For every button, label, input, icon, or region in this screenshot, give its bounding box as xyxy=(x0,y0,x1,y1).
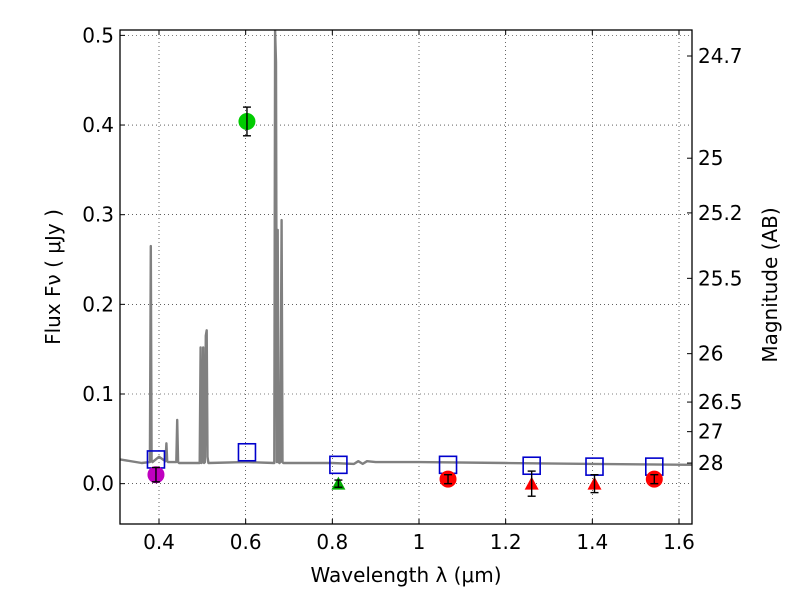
model-point xyxy=(237,442,257,462)
x-tick-label: 0.8 xyxy=(316,530,348,554)
model-point xyxy=(585,457,604,476)
mag-tick-label: 25 xyxy=(698,146,723,170)
x-tick-label: 1.4 xyxy=(576,530,608,554)
y-tick-label: 0.5 xyxy=(82,23,114,47)
y-tick-label: 0.0 xyxy=(82,472,114,496)
mag-tick-label: 25.2 xyxy=(698,201,743,225)
y2-axis-label: Magnitude (AB) xyxy=(758,207,782,362)
mag-tick-label: 25.5 xyxy=(698,266,743,290)
sed-line xyxy=(120,30,692,466)
y-tick-label: 0.4 xyxy=(82,113,114,137)
x-tick-label: 1 xyxy=(413,530,426,554)
mag-tick-label: 27 xyxy=(698,420,723,444)
y-tick-label: 0.3 xyxy=(82,203,114,227)
y-axis-label: Flux Fν ( μJy ) xyxy=(41,209,65,345)
model-point xyxy=(329,455,348,475)
x-tick-label: 0.6 xyxy=(230,530,262,554)
x-tick-label: 1.2 xyxy=(490,530,522,554)
x-tick-label: 1.6 xyxy=(663,530,695,554)
mag-tick-label: 24.7 xyxy=(698,44,743,68)
plot-area xyxy=(120,30,692,497)
y-tick-label: 0.2 xyxy=(82,292,114,316)
y-tick-label: 0.1 xyxy=(82,382,114,406)
x-tick-label: 0.4 xyxy=(143,530,175,554)
ticks: 0.4 0.6 0.8 1 1.2 1.4 1.6 0.0 0.1 0.2 0.3 0.4 0.5 24.… xyxy=(82,23,742,554)
mag-tick-label: 28 xyxy=(698,451,723,475)
plot-frame xyxy=(119,29,693,525)
x-axis-label: Wavelength λ (μm) xyxy=(310,563,501,587)
mag-tick-label: 26.5 xyxy=(698,390,743,414)
mag-tick-label: 26 xyxy=(698,342,723,366)
